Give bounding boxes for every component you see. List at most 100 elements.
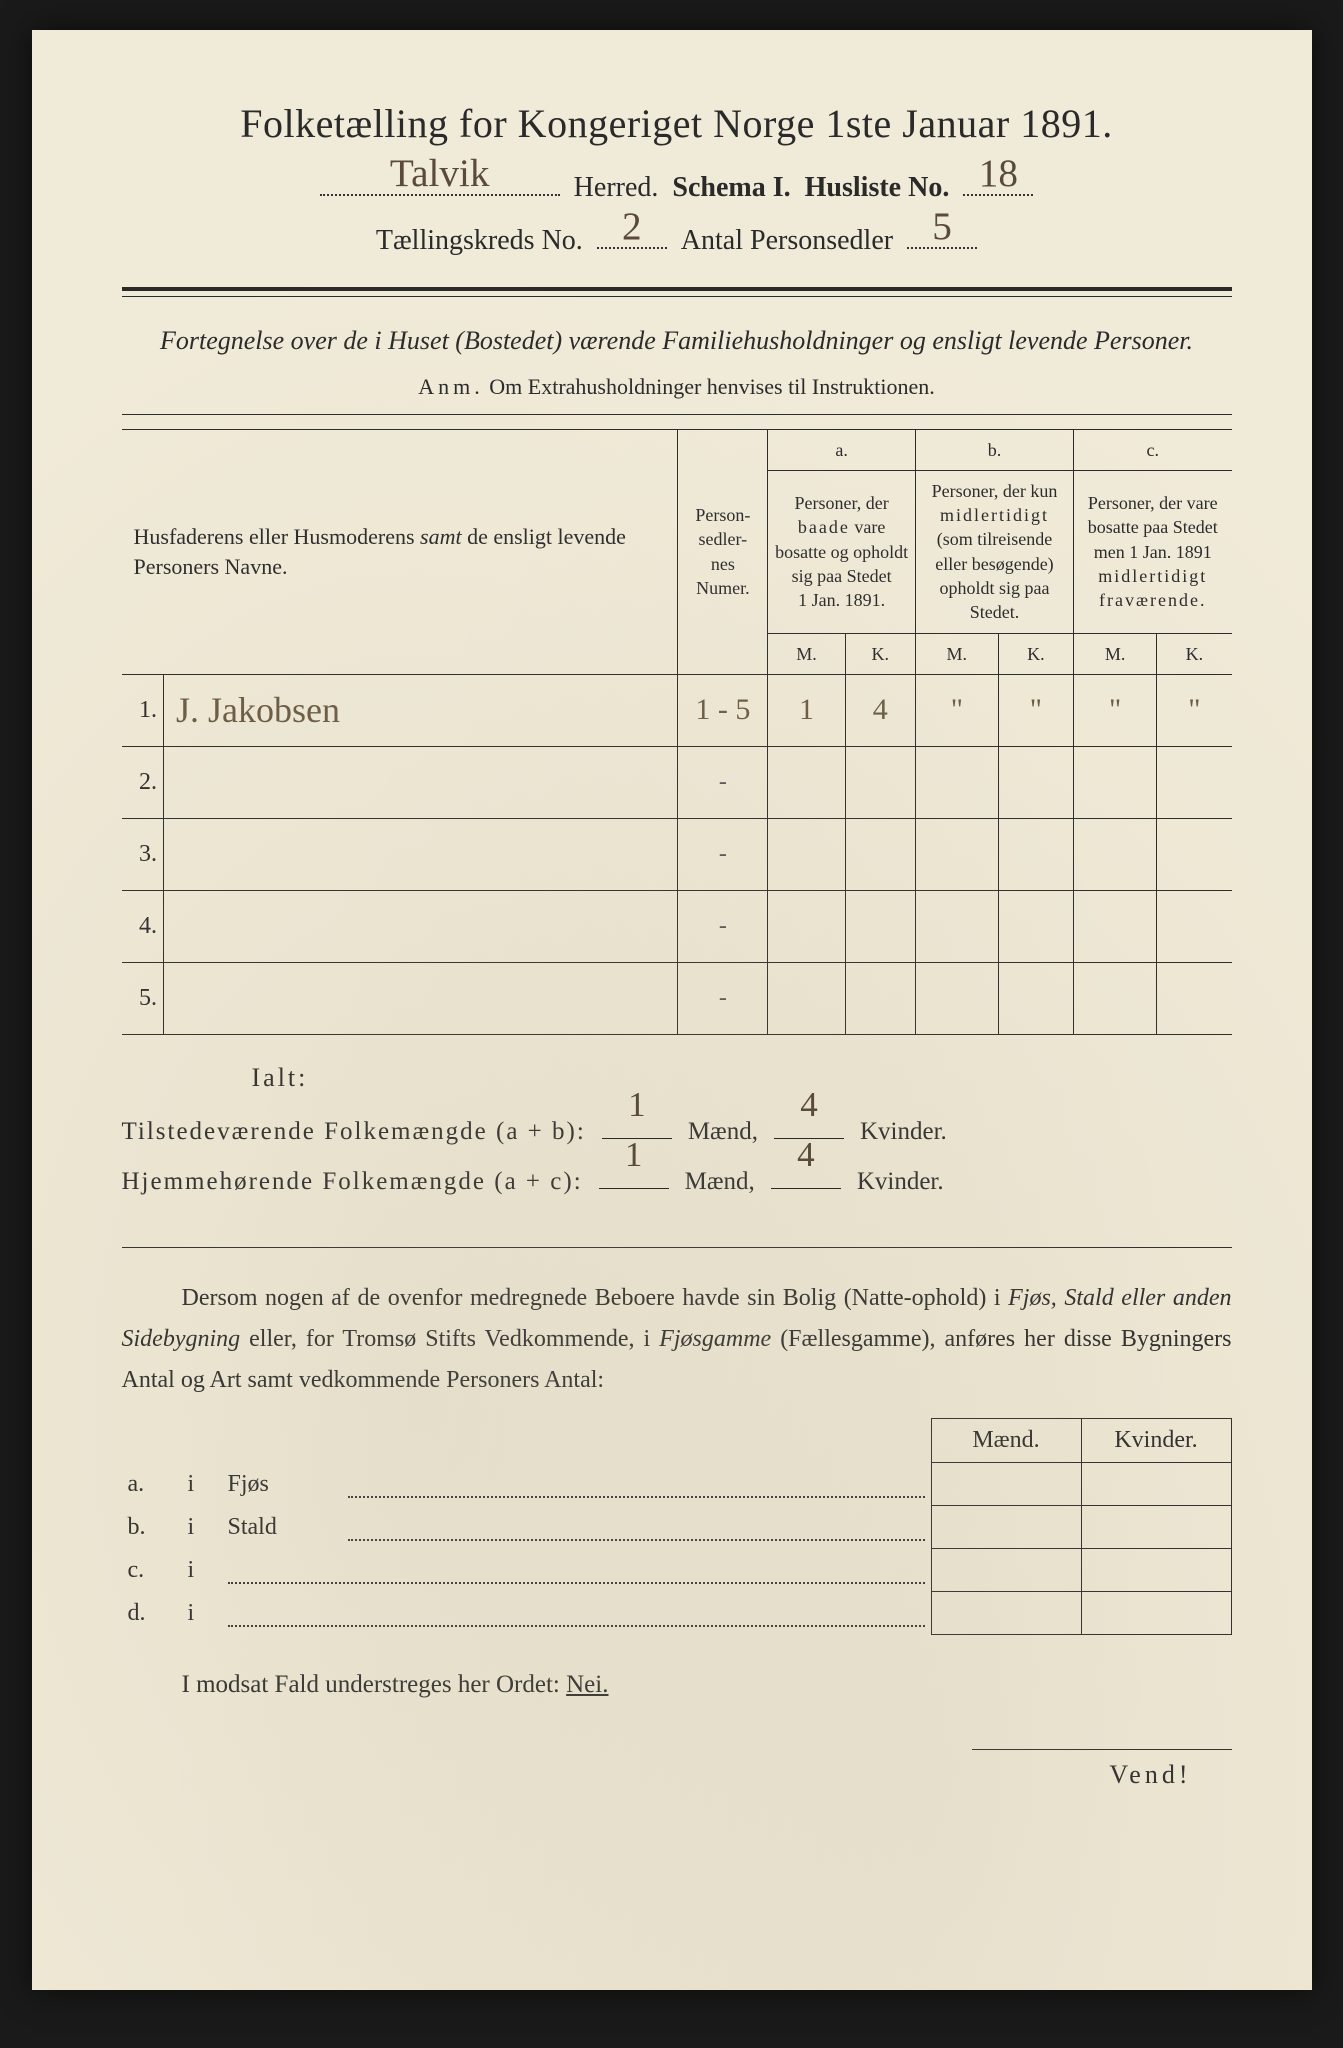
para-e2: Fjøsgamme (659, 1326, 771, 1352)
nei-word: Nei. (566, 1671, 608, 1698)
rule-double (122, 287, 1232, 297)
header-line-2: Talvik Herred. Schema I. Husliste No. 18 (122, 165, 1232, 204)
bt-row: a. i Fjøs (122, 1463, 1232, 1506)
th-c: Personer, der vare bosatte paa Stedet me… (1074, 470, 1232, 633)
row-name: J. Jakobsen (176, 690, 340, 730)
row-bm: " (915, 674, 998, 746)
bt-k (1081, 1549, 1231, 1592)
th-b: Personer, der kun midlertidigt (som tilr… (915, 470, 1073, 633)
th-b-k: K. (998, 633, 1073, 674)
t2-label: Hjemmehørende Folkemængde (a + c): (122, 1157, 583, 1207)
row-num: 3. (122, 818, 164, 890)
kreds-label: Tællingskreds No. (376, 225, 583, 257)
table-row: 1. J. Jakobsen 1 - 5 1 4 " " " " (122, 674, 1232, 746)
antal-field: 5 (907, 218, 977, 249)
row-ck: " (1157, 674, 1232, 746)
totals-row-present: Tilstedeværende Folkemængde (a + b): 1 M… (122, 1107, 1232, 1157)
table-row: 4. - (122, 890, 1232, 962)
row-ak: 4 (845, 674, 915, 746)
th-name: Husfaderens eller Husmoderens samt de en… (122, 429, 678, 674)
herred-field: Talvik (320, 165, 560, 196)
bt-k (1081, 1592, 1231, 1635)
bt-m (931, 1549, 1081, 1592)
totals-block: Tilstedeværende Folkemængde (a + b): 1 M… (122, 1107, 1232, 1207)
antal-value: 5 (932, 204, 952, 249)
maend-label: Mænd, (685, 1157, 755, 1207)
outbuilding-paragraph: Dersom nogen af de ovenfor medregnede Be… (122, 1278, 1232, 1400)
bt-tag: a. (122, 1463, 182, 1506)
outbuilding-table: Mænd. Kvinder. a. i Fjøs b. i Stald c. i (122, 1418, 1232, 1635)
bt-row: c. i (122, 1549, 1232, 1592)
row-pnum: - (678, 962, 768, 1034)
para-t1: Dersom nogen af de ovenfor medregnede Be… (182, 1285, 1009, 1311)
th-b-tag: b. (915, 429, 1073, 470)
maend-label: Mænd, (688, 1107, 758, 1157)
th-c-k: K. (1157, 633, 1232, 674)
main-title: Folketælling for Kongeriget Norge 1ste J… (122, 100, 1232, 147)
intro-text: Fortegnelse over de i Huset (Bostedet) v… (122, 321, 1232, 360)
th-a-k: K. (845, 633, 915, 674)
bt-m (931, 1506, 1081, 1549)
bt-m (931, 1463, 1081, 1506)
row-pnum: - (678, 818, 768, 890)
th-c-tag: c. (1074, 429, 1232, 470)
anm-lead: Anm. (418, 374, 484, 399)
row-pnum: 1 - 5 (678, 674, 768, 746)
dots-fill (348, 1517, 925, 1541)
table-row: 5. - (122, 962, 1232, 1034)
th-a-tag: a. (768, 429, 916, 470)
bt-i: i (182, 1549, 222, 1592)
row-name (164, 962, 678, 1034)
th-c-m: M. (1074, 633, 1157, 674)
kvinder-label: Kvinder. (860, 1107, 947, 1157)
anm-line: Anm. Om Extrahusholdninger henvises til … (122, 374, 1232, 400)
bt-tag: d. (122, 1592, 182, 1635)
bt-k (1081, 1506, 1231, 1549)
bt-i: i (182, 1506, 222, 1549)
herred-label: Herred. (574, 172, 659, 204)
kvinder-label: Kvinder. (857, 1157, 944, 1207)
table-row: 2. - (122, 746, 1232, 818)
row-name (164, 890, 678, 962)
row-num: 1. (122, 674, 164, 746)
bt-i: i (182, 1463, 222, 1506)
row-num: 4. (122, 890, 164, 962)
t2-m: 1 (625, 1120, 643, 1190)
antal-label: Antal Personsedler (681, 225, 893, 257)
dots-fill (228, 1603, 925, 1627)
th-a-m: M. (768, 633, 845, 674)
row-name (164, 818, 678, 890)
kreds-field: 2 (597, 218, 667, 249)
herred-value: Talvik (390, 151, 490, 196)
th-b-m: M. (915, 633, 998, 674)
bt-row: d. i (122, 1592, 1232, 1635)
household-table: Husfaderens eller Husmoderens samt de en… (122, 429, 1232, 1035)
row-name (164, 746, 678, 818)
title-block: Folketælling for Kongeriget Norge 1ste J… (122, 100, 1232, 257)
row-am: 1 (768, 674, 845, 746)
para-t2: eller, for Tromsø Stifts Vedkommende, i (240, 1326, 659, 1352)
t2-k-field: 4 (771, 1161, 841, 1189)
rule-above-table (122, 414, 1232, 415)
row-pnum: - (678, 746, 768, 818)
schema-label: Schema I. (672, 172, 790, 204)
kreds-value: 2 (622, 204, 642, 249)
ialt-label: Ialt: (252, 1063, 1232, 1093)
bt-row: b. i Stald (122, 1506, 1232, 1549)
rule-mid (122, 1247, 1232, 1248)
husliste-label: Husliste No. (805, 172, 950, 204)
row-pnum: - (678, 890, 768, 962)
bt-label: Stald (222, 1506, 342, 1549)
th-a: Personer, der baade vare bosatte og opho… (768, 470, 916, 633)
vend-label: Vend! (972, 1749, 1232, 1790)
table-row: 3. - (122, 818, 1232, 890)
bt-tag: c. (122, 1549, 182, 1592)
bt-kvinder: Kvinder. (1081, 1419, 1231, 1463)
husliste-value: 18 (979, 151, 1018, 196)
nei-text: I modsat Fald understreges her Ordet: (182, 1671, 567, 1698)
anm-text: Om Extrahusholdninger henvises til Instr… (489, 374, 934, 399)
dots-fill (228, 1560, 925, 1584)
row-cm: " (1074, 674, 1157, 746)
nei-line: I modsat Fald understreges her Ordet: Ne… (182, 1671, 1232, 1699)
row-num: 5. (122, 962, 164, 1034)
